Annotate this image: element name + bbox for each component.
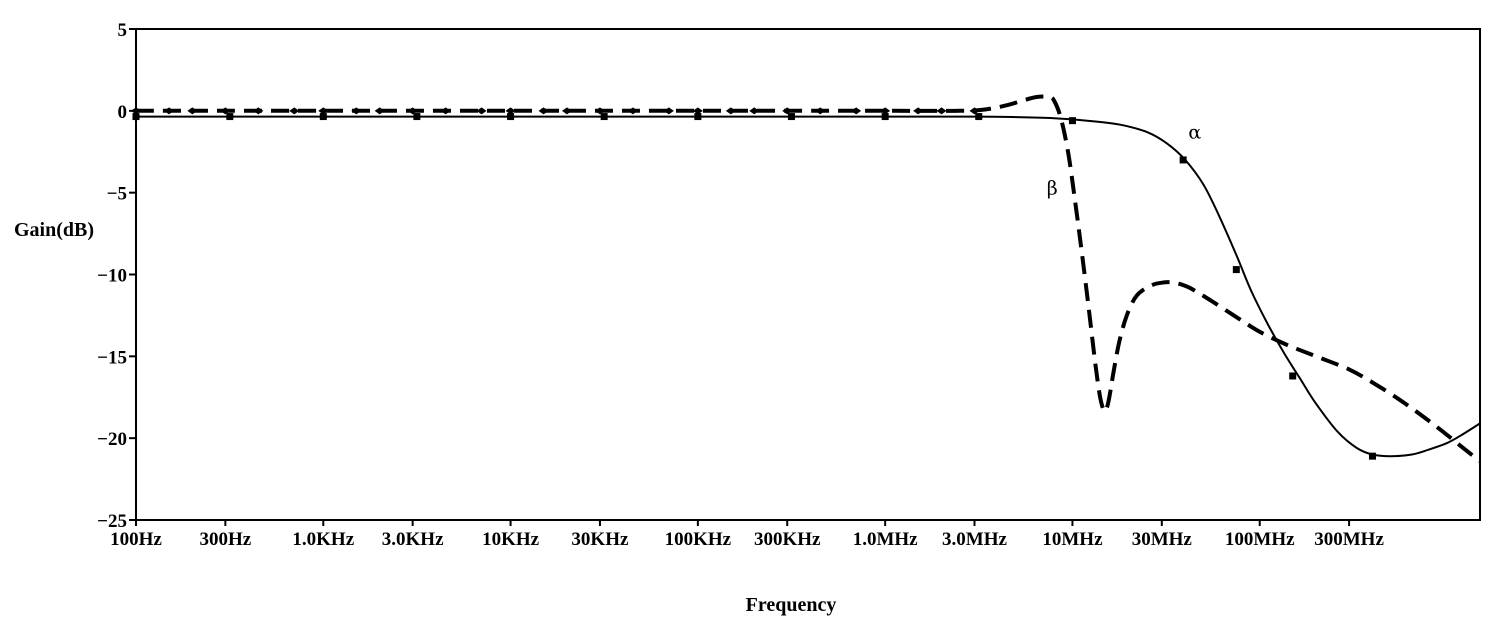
x-tick-label: 10KHz — [482, 529, 540, 550]
beta-marker — [318, 107, 329, 115]
markers-layer — [131, 107, 1376, 460]
y-tick-label: −20 — [97, 429, 127, 450]
y-tick-label: −5 — [107, 184, 127, 205]
beta-marker — [561, 107, 572, 115]
x-tick-label: 30MHz — [1132, 529, 1193, 550]
y-tick-label: −25 — [97, 511, 127, 532]
alpha-marker — [1289, 372, 1297, 380]
x-tick-label: 10MHz — [1042, 529, 1103, 550]
x-tick-label: 3.0MHz — [942, 529, 1007, 550]
beta-marker — [815, 107, 826, 115]
alpha-marker — [226, 113, 234, 121]
curve-label: α — [1188, 122, 1201, 144]
alpha-marker — [1368, 452, 1376, 460]
x-tick-label: 100MHz — [1225, 529, 1295, 550]
plot-frame — [135, 28, 1481, 521]
alpha-marker — [413, 113, 421, 121]
x-tick-label: 30KHz — [571, 529, 629, 550]
curve-annotations: αβ — [1047, 122, 1202, 200]
alpha-marker — [507, 113, 515, 121]
y-tick-label: 0 — [118, 102, 128, 123]
curve-label: β — [1047, 177, 1058, 199]
alpha-marker — [975, 113, 983, 121]
beta-marker — [476, 107, 487, 115]
beta-marker — [289, 107, 300, 115]
beta-marker — [749, 107, 760, 115]
beta-marker — [374, 107, 385, 115]
series-line-alpha — [135, 115, 1481, 458]
beta-marker — [969, 107, 980, 115]
curves-layer — [135, 94, 1482, 463]
beta-marker — [440, 107, 451, 115]
y-axis-title: Gain(dB) — [14, 219, 94, 241]
beta-marker — [627, 107, 638, 115]
alpha-marker — [1179, 156, 1187, 164]
x-axis-ticks: 100Hz 300Hz 1.0KHz 3.0KHz 10KHz 30KHz 100KHz 30… — [110, 520, 1384, 550]
alpha-marker — [881, 113, 889, 121]
beta-marker — [187, 107, 198, 115]
beta-marker — [407, 107, 418, 115]
beta-marker — [782, 107, 793, 115]
beta-marker — [880, 107, 891, 115]
beta-marker — [692, 107, 703, 115]
y-tick-label: −10 — [97, 266, 127, 287]
beta-marker — [163, 107, 174, 115]
beta-marker — [851, 107, 862, 115]
beta-marker — [913, 107, 924, 115]
y-tick-label: −15 — [97, 347, 127, 368]
beta-marker — [505, 107, 516, 115]
x-tick-label: 100Hz — [110, 529, 162, 550]
x-tick-label: 3.0KHz — [382, 529, 444, 550]
beta-marker — [220, 107, 231, 115]
y-tick-label: 5 — [118, 20, 128, 41]
series-line-beta — [136, 94, 1482, 463]
x-tick-label: 100KHz — [665, 529, 732, 550]
alpha-marker — [694, 113, 702, 121]
x-tick-label: 300KHz — [754, 529, 821, 550]
alpha-marker — [1232, 266, 1240, 274]
beta-marker — [351, 107, 362, 115]
alpha-marker — [319, 113, 327, 121]
x-tick-label: 300MHz — [1314, 529, 1384, 550]
x-tick-label: 1.0MHz — [853, 529, 918, 550]
beta-marker — [936, 107, 947, 115]
beta-marker — [725, 107, 736, 115]
alpha-marker — [1068, 117, 1076, 125]
x-axis-title: Frequency — [746, 594, 837, 616]
alpha-marker — [600, 113, 608, 121]
x-tick-label: 1.0KHz — [292, 529, 354, 550]
beta-marker — [538, 107, 549, 115]
beta-marker — [253, 107, 264, 115]
beta-marker — [594, 107, 605, 115]
alpha-marker — [787, 113, 795, 121]
y-axis-ticks: 5 0 −5 −10 −15 −20 −25 — [97, 20, 136, 532]
beta-marker — [663, 107, 674, 115]
x-tick-label: 300Hz — [199, 529, 251, 550]
